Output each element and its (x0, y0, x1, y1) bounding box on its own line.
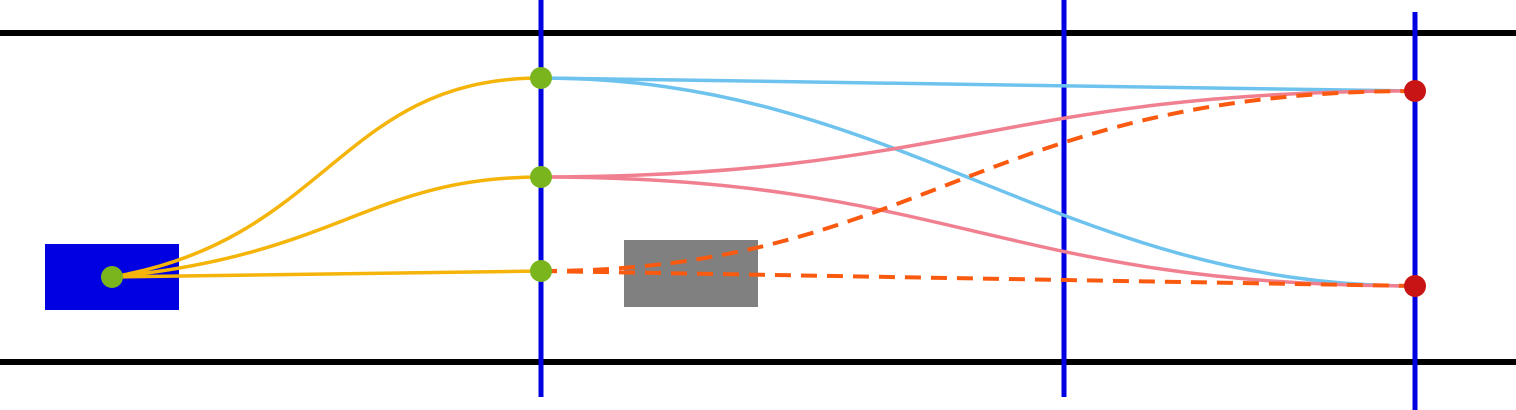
source-to-middle-gate-curve (111, 175, 542, 279)
middle-gate-node (530, 166, 552, 188)
top-gate-to-lower-target-curve (540, 76, 1416, 288)
upper-target-node (1404, 80, 1426, 102)
source-node (101, 266, 123, 288)
top-gate-node (530, 67, 552, 89)
lower-target-node (1404, 275, 1426, 297)
source-to-bottom-gate-curve (111, 269, 542, 279)
source-to-top-gate-curve (111, 76, 542, 279)
dashed-path-to-lower-target (540, 269, 1416, 288)
top-gate-to-upper-target-curve (540, 76, 1416, 93)
bottom-gate-node (530, 260, 552, 282)
middle-gate-to-lower-target-curve (540, 175, 1416, 288)
middle-gate-to-upper-target-curve (540, 89, 1416, 179)
dashed-path-to-upper-target (540, 89, 1416, 273)
